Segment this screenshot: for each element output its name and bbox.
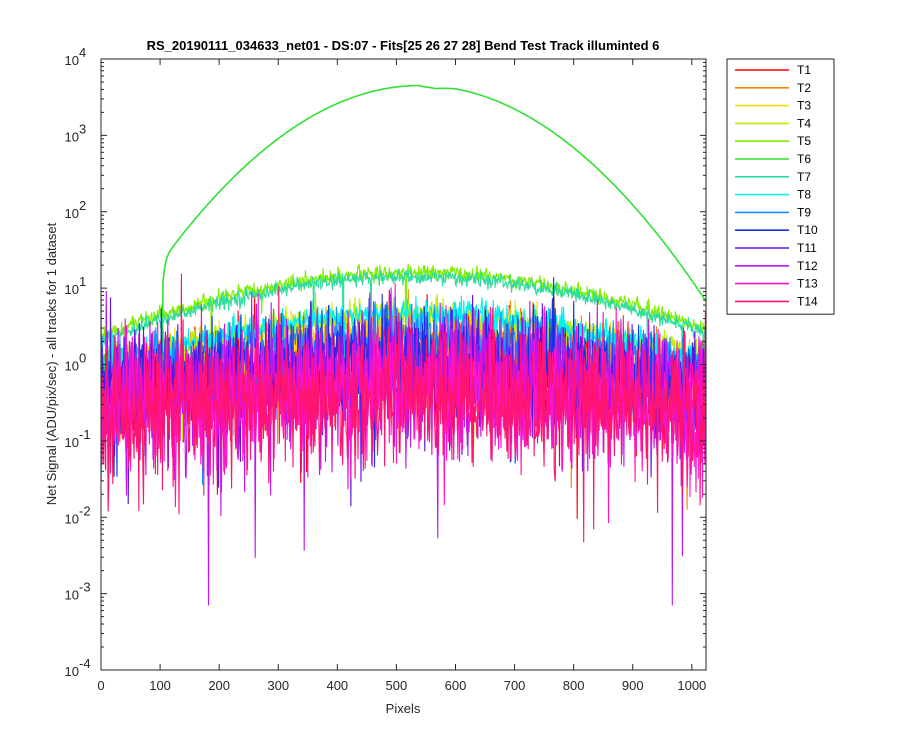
legend-label-t4: T4 (797, 116, 811, 130)
y-tick-label: 10 (65, 206, 79, 221)
y-tick-exponent: -4 (79, 656, 91, 671)
y-tick-exponent: -3 (79, 580, 91, 595)
y-tick-exponent: 2 (79, 198, 86, 213)
legend: T1 T2 T3 T4 T5 T6 T7 T8 T9 T10 T11 T12 T13 T14 (726, 58, 835, 315)
legend-label-t13: T13 (797, 277, 818, 291)
legend-label-t12: T12 (797, 259, 818, 273)
y-tick-label: 10 (65, 511, 79, 526)
x-tick-label: 300 (267, 678, 289, 693)
y-tick-exponent: 1 (79, 274, 86, 289)
y-tick-label: 10 (65, 282, 79, 297)
legend-label-t1: T1 (797, 63, 811, 77)
x-tick-label: 600 (445, 678, 467, 693)
x-tick-label: 500 (386, 678, 408, 693)
chart-title: RS_20190111_034633_net01 - DS:07 - Fits[… (147, 38, 660, 53)
y-tick-label: 10 (65, 129, 79, 144)
legend-label-t3: T3 (797, 99, 811, 113)
x-tick-label: 200 (208, 678, 230, 693)
legend-label-t10: T10 (797, 223, 818, 237)
legend-box (726, 58, 835, 315)
series-line-t13 (100, 283, 707, 524)
x-tick-label: 100 (149, 678, 171, 693)
legend-label-t5: T5 (797, 134, 811, 148)
legend-label-t9: T9 (797, 205, 811, 219)
series-line-t5 (100, 263, 707, 404)
legend-label-t8: T8 (797, 188, 811, 202)
y-tick-label: 10 (65, 435, 79, 450)
axes: 0 100 200 300 400 500 600 700 800 900 100010-410-3… (65, 45, 707, 693)
x-axis-label: Pixels (386, 701, 421, 716)
y-tick-label: 10 (65, 53, 79, 68)
y-tick-label: 10 (65, 588, 79, 603)
y-tick-exponent: 4 (79, 45, 86, 60)
x-tick-label: 400 (326, 678, 348, 693)
x-tick-label: 0 (97, 678, 104, 693)
legend-label-t6: T6 (797, 152, 811, 166)
y-tick-label: 10 (65, 359, 79, 374)
y-tick-label: 10 (65, 664, 79, 679)
y-axis-label: Net Signal (ADU/pix/sec) - all tracks fo… (44, 222, 59, 505)
x-tick-label: 900 (622, 678, 644, 693)
y-tick-exponent: 0 (79, 351, 86, 366)
series-group (100, 84, 707, 606)
x-tick-label: 700 (504, 678, 526, 693)
series-line-t14 (100, 273, 707, 543)
legend-label-t2: T2 (797, 81, 811, 95)
legend-label-t7: T7 (797, 170, 811, 184)
legend-label-t11: T11 (797, 241, 817, 255)
x-tick-label: 800 (563, 678, 585, 693)
y-tick-exponent: -2 (79, 503, 91, 518)
y-tick-exponent: -1 (79, 427, 91, 442)
legend-label-t14: T14 (797, 294, 818, 308)
series-line-t6 (100, 84, 707, 395)
y-tick-exponent: 3 (79, 121, 86, 136)
x-tick-label: 1000 (677, 678, 706, 693)
